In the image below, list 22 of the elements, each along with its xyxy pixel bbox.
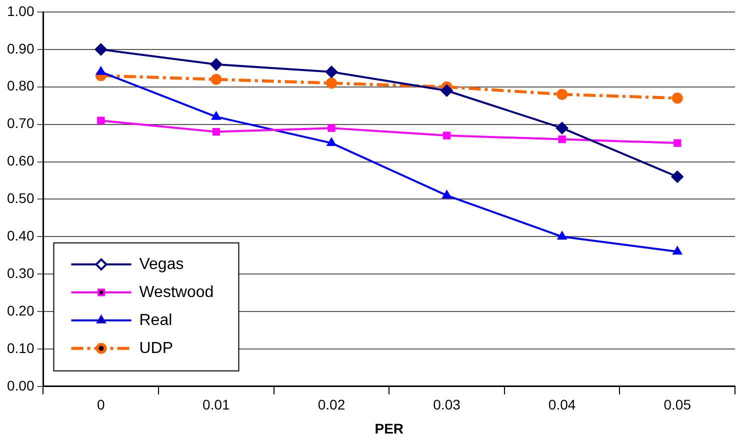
y-tick-label: 0.30 (7, 264, 34, 281)
y-tick-label: 0.50 (7, 190, 34, 206)
x-axis-title: PER (374, 420, 404, 436)
x-tick-label: 0.05 (664, 396, 692, 413)
y-tick-label: 0.60 (7, 152, 34, 169)
x-tick-label: 0.04 (548, 396, 576, 413)
legend-label: Westwood (139, 284, 214, 301)
legend-label: UDP (139, 340, 174, 357)
y-tick-label: 0.10 (7, 340, 34, 356)
x-tick-label: 0.01 (202, 396, 230, 413)
legend-label: Real (139, 312, 172, 329)
x-tick-label: 0 (96, 396, 105, 413)
x-tick-label: 0.02 (318, 396, 346, 413)
y-tick-label: 0.20 (7, 302, 34, 318)
legend-label: Vegas (139, 256, 184, 273)
y-tick-label: 0.80 (7, 78, 34, 94)
y-tick-label: 1.00 (7, 2, 34, 19)
y-tick-label: 0.40 (7, 228, 34, 244)
y-tick-label: 0.00 (7, 377, 34, 394)
x-tick-label: 0.03 (433, 396, 461, 413)
y-tick-label: 0.90 (7, 40, 34, 56)
y-tick-label: 0.70 (7, 115, 34, 132)
